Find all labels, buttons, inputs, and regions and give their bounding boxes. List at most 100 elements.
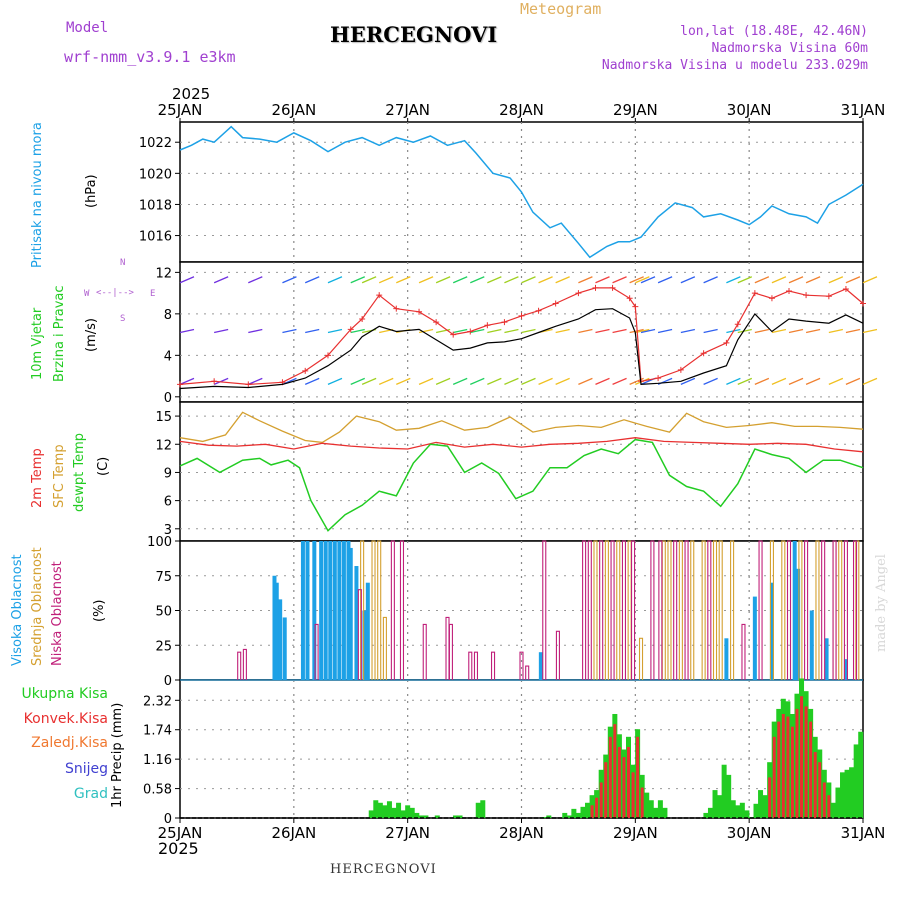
wind-gust-marker [211, 378, 218, 385]
total-precip-bar [721, 764, 727, 818]
low-cloud-bar [399, 540, 405, 680]
wind-direction-arrow [629, 276, 644, 284]
page-title: HERCEGNOVI [330, 22, 498, 47]
wind-direction-arrow [754, 276, 770, 284]
total-precip-bar [648, 800, 654, 818]
x-tick-label-top: 25JAN [158, 101, 203, 119]
high-cloud-bar [769, 582, 774, 680]
mid-cloud-bar [798, 540, 803, 680]
wind-direction-arrow [179, 276, 195, 284]
y-tick-label: 2.32 [143, 694, 172, 709]
high-cloud-bar [323, 541, 328, 680]
wind-gust-marker [677, 366, 684, 373]
legend-conv-rain: Konvek.Kisa [23, 711, 108, 727]
wind-gust-marker [825, 293, 832, 300]
total-precip-bar [835, 787, 841, 818]
low-cloud-bar [314, 623, 319, 680]
total-precip-bar [405, 805, 411, 818]
wind-direction-arrow [703, 328, 718, 334]
total-precip-bar [644, 792, 650, 818]
wind-direction-arrow [350, 328, 365, 334]
compass-rose: N S W E <--|--> [84, 258, 156, 324]
wind-gust-marker [723, 339, 730, 346]
low-cloud-bar [390, 540, 395, 680]
total-precip-bar [546, 815, 552, 818]
wind-gust-marker [433, 319, 440, 326]
total-precip-bar [566, 815, 572, 818]
wind-gust-marker [734, 321, 741, 328]
wind-direction-arrow [595, 276, 610, 284]
wind-direction-arrow [305, 328, 320, 334]
wind-direction-arrow [350, 377, 366, 385]
wind-direction-arrow [845, 328, 861, 334]
y-tick-label: 0.58 [143, 783, 172, 798]
wind-direction-arrow [595, 377, 610, 385]
wind-direction-arrow [538, 276, 553, 284]
wind-direction-arrow [282, 328, 297, 334]
wind-direction-arrow [361, 276, 377, 284]
y-tick-label: 1.16 [143, 753, 172, 768]
low-cloud-bar [821, 540, 826, 680]
high-cloud-bar [538, 652, 543, 680]
total-precip-bar [541, 816, 547, 818]
wind-direction-arrow [452, 377, 468, 385]
x-tick-label-bottom: 30JAN [727, 824, 772, 842]
y-tick-label: 12 [155, 438, 172, 453]
conv-precip-bar [786, 716, 790, 818]
y-tick-label: 1022 [139, 136, 172, 151]
low-cloud-bar [650, 540, 655, 680]
wind-direction-arrow [555, 377, 570, 385]
wind-direction-arrow [487, 328, 502, 334]
y-tick-label: 3 [164, 523, 172, 538]
low-cloud-bar [448, 623, 453, 680]
mid-cloud-bar [616, 540, 621, 680]
wind-direction-arrow [703, 377, 718, 385]
mid-cloud-bar [701, 540, 706, 680]
total-precip-bar [400, 810, 406, 818]
high-cloud-bar [319, 541, 324, 680]
wind-gust-marker [324, 352, 331, 359]
total-precip-bar [849, 767, 855, 818]
wind-direction-arrow [788, 276, 804, 284]
mid-cloud-bar [377, 540, 382, 680]
wind-direction-arrow [327, 276, 343, 284]
conv-precip-bar [604, 762, 608, 818]
wind-gust-marker [302, 367, 309, 374]
total-precip-bar [662, 807, 668, 818]
total-precip-bar [475, 802, 481, 818]
wind-direction-arrow [737, 377, 753, 385]
wind-direction-arrow [179, 328, 195, 334]
y-tick-label: 1.74 [143, 724, 172, 739]
x-tick-label-bottom: 29JAN [613, 824, 658, 842]
total-precip-bar [758, 790, 764, 818]
wind-direction-arrow [578, 377, 593, 385]
total-precip-bar [580, 806, 586, 818]
total-precip-bar [391, 807, 397, 818]
mid-cloud-bar [781, 540, 786, 680]
mid-cloud-bar [730, 540, 735, 680]
wind-direction-arrow [350, 276, 366, 284]
total-precip-bar [726, 774, 732, 818]
conv-precip-bar [640, 787, 644, 818]
wind-direction-arrow [435, 276, 451, 284]
wind-direction-arrow [771, 328, 787, 334]
wind-direction-arrow [418, 377, 434, 385]
wind-gust-marker [450, 331, 457, 338]
temp-2m-line [179, 437, 864, 453]
wind-direction-arrow [248, 276, 263, 284]
high-cloud-bar [824, 638, 829, 680]
high-cloud-bar [792, 541, 797, 680]
conv-precip-bar [622, 757, 626, 818]
total-precip-bar [575, 812, 581, 818]
total-precip-bar [571, 808, 577, 818]
wind-direction-arrow [805, 276, 821, 284]
high-cloud-bar [312, 541, 317, 680]
x-tick-label-bottom: 27JAN [385, 824, 430, 842]
wind-gust-marker [609, 284, 616, 291]
wind-direction-arrow [304, 377, 320, 385]
wind-gust-marker [376, 292, 383, 299]
wind-direction-arrow [487, 276, 502, 284]
high-cloud-bar [362, 610, 367, 680]
x-tick-label-bottom: 28JAN [499, 824, 544, 842]
high-cloud-bar [337, 541, 342, 680]
